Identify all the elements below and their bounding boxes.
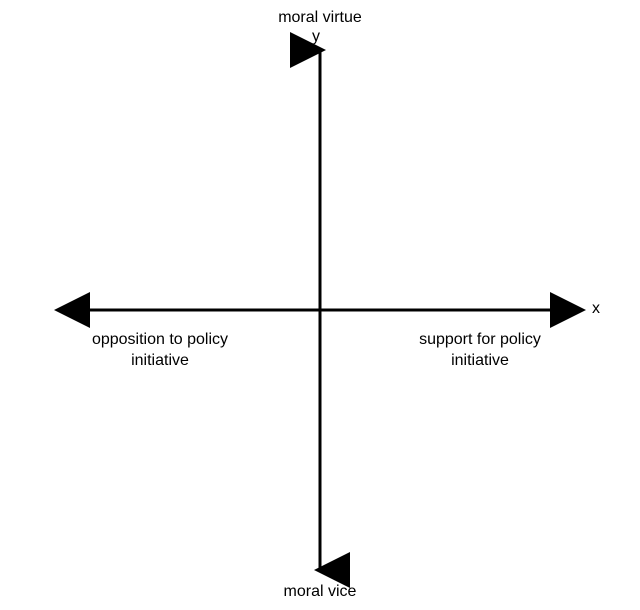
x-axis-letter: x (592, 300, 600, 318)
y-negative-label: moral vice (0, 582, 640, 603)
x-positive-line2: initiative (451, 352, 509, 369)
x-negative-label: opposition to policy initiative (60, 330, 260, 372)
axis-svg (0, 0, 640, 610)
x-positive-label: support for policy initiative (380, 330, 580, 372)
y-axis-letter: y (312, 28, 320, 46)
x-negative-line2: initiative (131, 352, 189, 369)
x-negative-line1: opposition to policy (92, 331, 228, 348)
y-positive-label: moral virtue (0, 8, 640, 29)
x-positive-line1: support for policy (419, 331, 541, 348)
diagram-container: moral virtue y x opposition to policy in… (0, 0, 640, 610)
